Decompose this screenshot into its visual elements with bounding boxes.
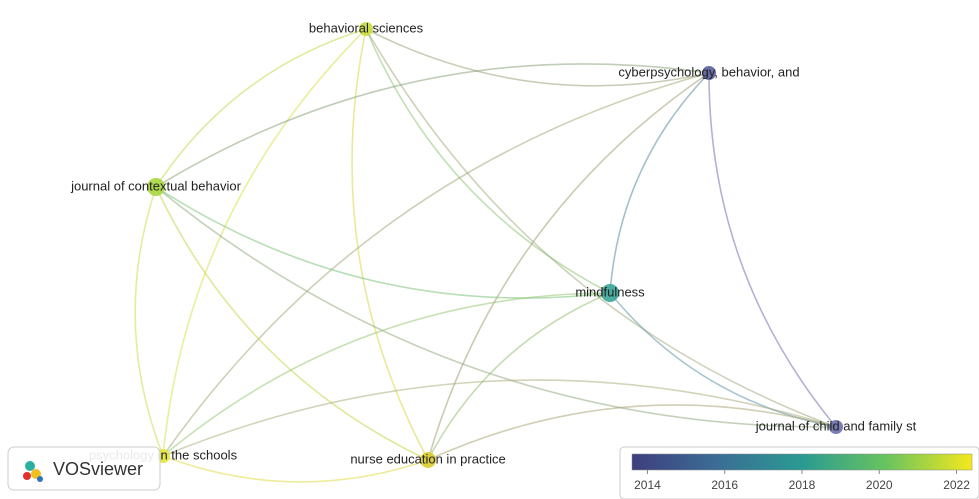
edge [708,72,837,428]
edge [155,186,429,461]
colorbar-tick-label: 2022 [943,478,970,492]
edge [162,72,710,457]
colorbar-tick-label: 2016 [711,478,738,492]
edge [351,28,429,461]
edge [365,28,710,87]
edge [155,28,367,188]
node-label: cyberpsychology, behavior, and [618,64,799,79]
edge [609,72,710,294]
edge [155,186,611,299]
node [147,178,165,196]
node [829,420,843,434]
edge [427,292,611,461]
node-label: behavioral sciences [309,20,424,35]
colorbar-tick-label: 2014 [634,478,661,492]
colorbar: 2014 2016 2018 2020 2022 [619,446,979,499]
edge [427,72,710,461]
colorbar-tick-label: 2020 [866,478,893,492]
logo-icon [23,461,43,482]
edge [365,28,611,294]
node [601,284,619,302]
logo-box: VOSviewer [7,446,161,491]
edge [134,186,164,457]
node-label: journal of child and family st [755,418,917,433]
edge [155,63,710,188]
node-label: mindfulness [575,284,645,299]
node-label: nurse education in practice [350,451,505,466]
node [420,452,436,468]
edge [162,455,429,483]
edge [162,379,837,457]
node-label: journal of contextual behavior [70,178,242,193]
edge [162,28,367,457]
node [359,22,373,36]
node [702,66,716,80]
edge [365,28,837,428]
edge [155,186,837,428]
edge [162,292,611,457]
colorbar-tick-label: 2018 [789,478,816,492]
logo-frame [7,446,161,491]
colorbar-gradient [631,453,973,471]
edge [427,404,837,461]
edges [134,28,837,483]
logo-text: VOSviewer [53,459,143,479]
nodes: behavioral sciences cyberpsychology, beha… [70,20,917,468]
